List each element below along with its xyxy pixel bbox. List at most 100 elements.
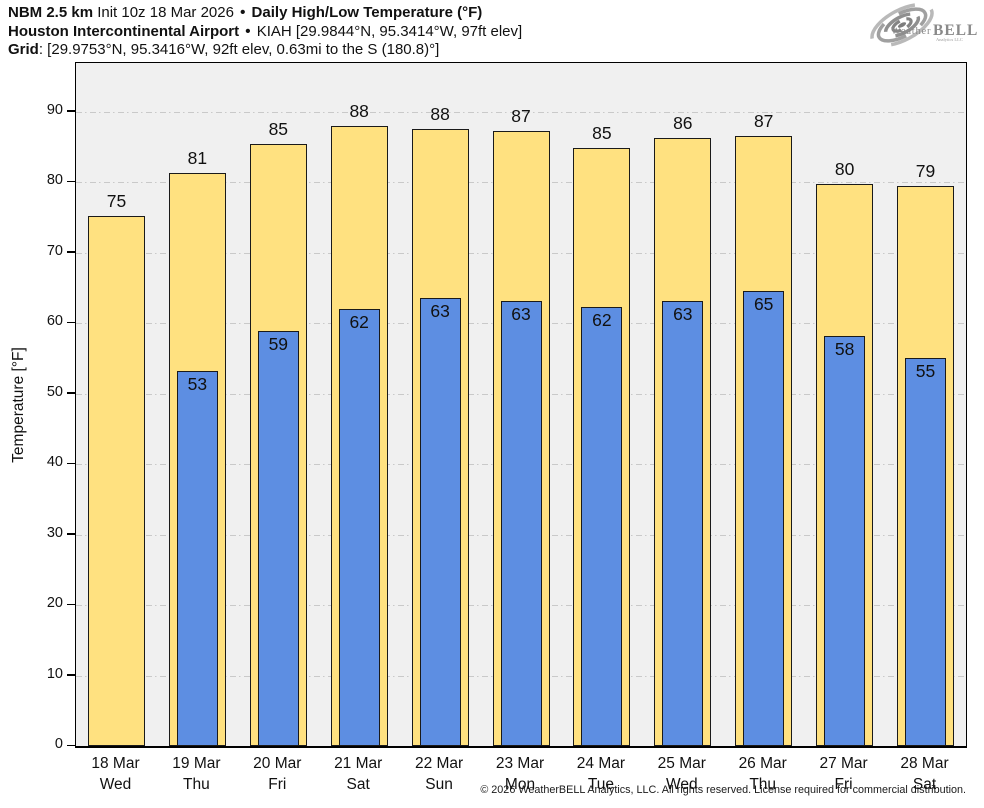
x-label-day: Fri — [268, 776, 287, 793]
y-axis-tick — [67, 110, 75, 112]
y-axis-tick — [67, 674, 75, 676]
init-time: Init 10z 18 Mar 2026 — [93, 4, 239, 21]
x-tick-label: 23 Mar Mon — [475, 753, 565, 795]
high-value-label: 88 — [349, 101, 369, 122]
x-label-date: 28 Mar — [900, 755, 949, 772]
x-label-date: 20 Mar — [253, 755, 302, 772]
high-value-label: 88 — [430, 103, 450, 124]
x-label-day: Thu — [749, 776, 777, 793]
high-bar — [88, 216, 145, 746]
grid-label: Grid — [8, 41, 39, 58]
station-coordinates: KIAH [29.9844°N, 95.3414°W, 97ft elev] — [256, 22, 523, 40]
low-bar — [824, 335, 866, 746]
high-value-label: 85 — [592, 122, 612, 143]
high-value-label: 80 — [834, 159, 855, 180]
grid-coordinates: : [29.9753°N, 95.3416°W, 92ft elev, 0.63… — [38, 41, 440, 58]
x-tick-label: 27 Mar Fri — [799, 753, 889, 795]
high-value-label: 86 — [673, 112, 693, 133]
x-label-date: 27 Mar — [819, 755, 868, 772]
x-label-day: Fri — [834, 776, 853, 793]
copyright-notice: © 2026 WeatherBELL Analytics, LLC. All r… — [480, 784, 966, 796]
x-tick-label: 28 Mar Sat — [880, 753, 970, 795]
x-label-day: Sun — [425, 776, 453, 793]
low-value-label: 65 — [753, 293, 774, 314]
plot-area: 75 81 53 85 59 88 62 88 63 87 63 85 62 86 63 87 65 80 58 79… — [75, 62, 967, 748]
low-value-label: 59 — [268, 333, 289, 354]
x-tick-label: 19 Mar Thu — [151, 753, 241, 795]
low-bar — [500, 300, 542, 746]
low-value-label: 55 — [915, 360, 936, 381]
y-tick-label: 20 — [46, 595, 63, 612]
low-bar — [743, 290, 785, 746]
y-axis-tick — [67, 251, 75, 253]
y-tick-label: 80 — [46, 172, 63, 189]
high-value-label: 81 — [187, 148, 208, 168]
x-tick-label: 26 Mar Thu — [718, 753, 808, 795]
x-label-day: Mon — [504, 776, 536, 793]
x-label-day: Tue — [587, 776, 614, 793]
x-label-date: 25 Mar — [657, 755, 706, 772]
x-label-date: 23 Mar — [495, 755, 545, 772]
low-value-label: 62 — [592, 309, 612, 330]
low-bar — [905, 357, 946, 746]
y-tick-label: 60 — [46, 313, 63, 330]
x-label-date: 26 Mar — [738, 755, 787, 772]
x-tick-label: 21 Mar Sat — [313, 753, 403, 795]
y-tick-label: 40 — [46, 454, 63, 471]
logo-text-bell: BELL — [933, 22, 978, 39]
low-bar — [338, 309, 380, 746]
y-tick-label: 30 — [46, 524, 63, 541]
x-tick-label: 18 Mar Wed — [71, 753, 161, 795]
x-label-date: 22 Mar — [414, 755, 464, 772]
high-value-label: 85 — [268, 119, 289, 140]
y-axis-tick — [67, 744, 75, 746]
x-label-day: Sat — [912, 776, 937, 793]
x-label-day: Sat — [346, 776, 370, 793]
header-line-1: NBM 2.5 km Init 10z 18 Mar 2026 • Daily … — [8, 4, 522, 23]
x-label-date: 21 Mar — [334, 755, 383, 772]
low-value-label: 63 — [511, 303, 531, 324]
model-name: NBM 2.5 km — [8, 4, 94, 21]
x-tick-label: 25 Mar Wed — [637, 753, 727, 795]
header-line-2: Houston Intercontinental Airport • KIAH … — [8, 23, 522, 42]
y-axis-tick — [67, 180, 75, 183]
y-tick-label: 0 — [54, 736, 63, 752]
chart-header: NBM 2.5 km Init 10z 18 Mar 2026 • Daily … — [8, 4, 522, 60]
header-line-3: Grid: [29.9753°N, 95.3416°W, 92ft elev, … — [8, 41, 522, 60]
logo-text-weather: Weather — [891, 26, 931, 37]
y-tick-label: 70 — [46, 242, 63, 259]
low-value-label: 62 — [349, 312, 369, 332]
low-value-label: 63 — [673, 304, 693, 325]
x-label-date: 24 Mar — [576, 755, 626, 772]
x-tick-label: 22 Mar Sun — [394, 753, 484, 795]
x-tick-label: 24 Mar Tue — [556, 753, 646, 795]
low-bar — [419, 298, 461, 746]
low-value-label: 53 — [187, 374, 208, 394]
low-value-label: 58 — [834, 338, 855, 359]
y-axis-tick — [67, 533, 75, 535]
y-axis-tick — [67, 392, 75, 394]
y-tick-label: 10 — [46, 665, 63, 682]
bullet-separator: • — [241, 22, 255, 40]
x-label-date: 19 Mar — [172, 755, 221, 772]
product-title: Daily High/Low Temperature (°F) — [247, 4, 483, 21]
x-label-day: Thu — [183, 776, 210, 793]
logo-swirl-icon: Weather BELL Analytics LLC — [870, 2, 978, 48]
low-bar — [662, 301, 704, 746]
low-value-label: 63 — [430, 301, 450, 322]
logo-text-analytics: Analytics LLC — [936, 37, 963, 42]
y-axis-tick — [67, 462, 75, 465]
low-bar — [257, 330, 299, 746]
y-tick-label: 50 — [46, 383, 63, 400]
x-label-day: Wed — [99, 776, 132, 793]
y-gridline — [76, 111, 966, 113]
high-value-label: 87 — [511, 105, 531, 126]
low-bar — [176, 371, 218, 746]
station-name: Houston Intercontinental Airport — [8, 22, 240, 40]
y-tick-label: 90 — [46, 101, 63, 118]
weatherbell-logo: Weather BELL Analytics LLC — [864, 1, 982, 54]
high-value-label: 79 — [915, 161, 936, 182]
x-tick-label: 20 Mar Fri — [232, 753, 322, 795]
y-axis-tick — [67, 603, 75, 606]
high-value-label: 87 — [753, 110, 774, 131]
